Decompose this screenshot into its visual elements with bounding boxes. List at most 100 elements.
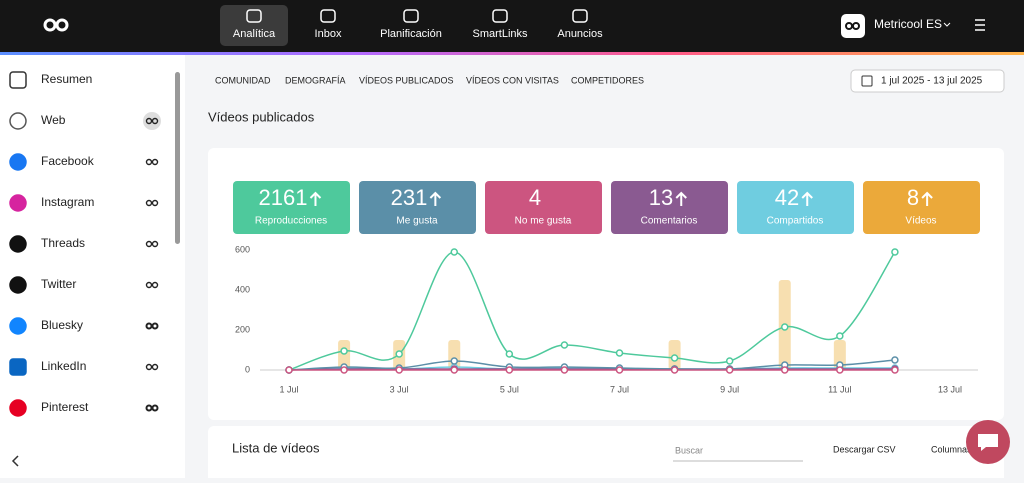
- point: [891, 248, 899, 256]
- sidebar-item[interactable]: Instagram: [41, 195, 94, 209]
- point: [285, 366, 293, 374]
- point: [781, 366, 789, 374]
- sidebar-icon: [9, 71, 27, 89]
- kpi-value: 42: [775, 185, 799, 210]
- point: [560, 341, 569, 349]
- x-tick-label: 1 Jul: [279, 384, 298, 394]
- list-card: [208, 426, 1004, 483]
- status-icon: [151, 404, 159, 412]
- search-input[interactable]: Buscar: [675, 445, 703, 455]
- sidebar-icon: [9, 194, 27, 212]
- status-icon: [151, 363, 159, 371]
- kpi-label: Comentarios: [641, 216, 698, 227]
- list-title: Lista de vídeos: [232, 440, 320, 455]
- nav-item[interactable]: Inbox: [315, 28, 342, 40]
- status-icon: [145, 363, 153, 371]
- point: [450, 366, 458, 374]
- tab[interactable]: VÍDEOS CON VISITAS: [466, 75, 559, 85]
- point: [450, 248, 458, 256]
- collapse-icon[interactable]: [11, 455, 19, 467]
- tab[interactable]: DEMOGRAFÍA: [285, 75, 346, 85]
- tab[interactable]: VÍDEOS PUBLICADOS: [359, 75, 454, 85]
- sidebar-icon: [9, 358, 27, 376]
- chevron: [943, 22, 951, 27]
- y-tick-label: 0: [245, 364, 250, 374]
- trend-arrow: [675, 191, 687, 206]
- active-tab-bg: [220, 5, 288, 46]
- status-icon: [151, 240, 159, 248]
- x-tick-label: 5 Jul: [500, 384, 519, 394]
- point: [560, 366, 569, 374]
- scrollbar: [175, 72, 180, 244]
- date-range[interactable]: 1 jul 2025 - 13 jul 2025: [881, 76, 983, 87]
- nav-item[interactable]: Analítica: [233, 28, 276, 40]
- point: [725, 366, 734, 374]
- sidebar-item[interactable]: Pinterest: [41, 400, 89, 414]
- section-title: Vídeos publicados: [208, 109, 315, 124]
- point: [891, 356, 899, 364]
- tab[interactable]: COMPETIDORES: [571, 75, 644, 85]
- kpi-label: Me gusta: [396, 216, 438, 227]
- point: [615, 366, 624, 374]
- kpi-card: [233, 181, 350, 234]
- chat-icon: [978, 434, 998, 451]
- kpi-label: Compartidos: [767, 216, 824, 227]
- tab[interactable]: COMUNIDAD: [215, 75, 271, 85]
- nav-item[interactable]: SmartLinks: [472, 28, 528, 40]
- sidebar-item[interactable]: Bluesky: [41, 318, 83, 332]
- sidebar-item[interactable]: LinkedIn: [41, 359, 86, 373]
- kpi-label: No me gusta: [515, 216, 572, 227]
- sidebar-item[interactable]: Web: [41, 113, 66, 127]
- kpi-label: Reproducciones: [255, 216, 327, 227]
- download-csv[interactable]: Descargar CSV: [833, 444, 896, 454]
- point: [505, 350, 514, 358]
- sidebar-item[interactable]: Twitter: [41, 277, 76, 291]
- trend-arrow: [801, 191, 813, 206]
- kpi-card: [737, 181, 854, 234]
- kpi-card: [611, 181, 728, 234]
- kpi-label: Vídeos: [905, 216, 936, 227]
- calendar-icon: [861, 75, 873, 87]
- nav-icon: [403, 9, 419, 23]
- accent-line: [0, 52, 1024, 55]
- y-tick-label: 600: [235, 244, 250, 254]
- sidebar-item[interactable]: Threads: [41, 236, 85, 250]
- columns-button[interactable]: Columnas: [931, 444, 972, 454]
- account-name[interactable]: Metricool ES: [874, 17, 942, 31]
- point: [781, 323, 789, 331]
- line: [288, 359, 895, 371]
- status-icon: [151, 199, 159, 207]
- avatar-logo: [845, 22, 860, 30]
- logo[interactable]: [43, 18, 69, 32]
- sidebar-item[interactable]: Resumen: [41, 72, 92, 86]
- point: [340, 347, 348, 355]
- kpi-value: 2161: [259, 185, 308, 210]
- point: [836, 366, 844, 374]
- sidebar-item[interactable]: Facebook: [41, 154, 95, 168]
- line: [288, 368, 895, 371]
- kpi-value: 8: [907, 185, 919, 210]
- kpi-card: [863, 181, 980, 234]
- status-icon: [151, 322, 159, 330]
- menu-icon[interactable]: [975, 19, 985, 31]
- status-icon: [145, 117, 153, 125]
- point: [340, 366, 348, 374]
- date-picker[interactable]: [850, 69, 1005, 93]
- x-tick-label: 3 Jul: [390, 384, 409, 394]
- kpi-card: [485, 181, 602, 234]
- nav-item[interactable]: Planificación: [380, 28, 442, 40]
- nav-icon: [492, 9, 508, 23]
- bar: [338, 340, 351, 370]
- point: [395, 366, 403, 374]
- status-icon: [151, 117, 159, 125]
- kpi-card: [359, 181, 476, 234]
- sidebar-icon: [9, 235, 27, 253]
- nav-icon: [572, 9, 588, 23]
- nav-item[interactable]: Anuncios: [557, 28, 603, 40]
- y-tick-label: 400: [235, 284, 250, 294]
- trend-arrow: [309, 191, 322, 206]
- point: [615, 349, 624, 357]
- sidebar-icon: [9, 317, 27, 335]
